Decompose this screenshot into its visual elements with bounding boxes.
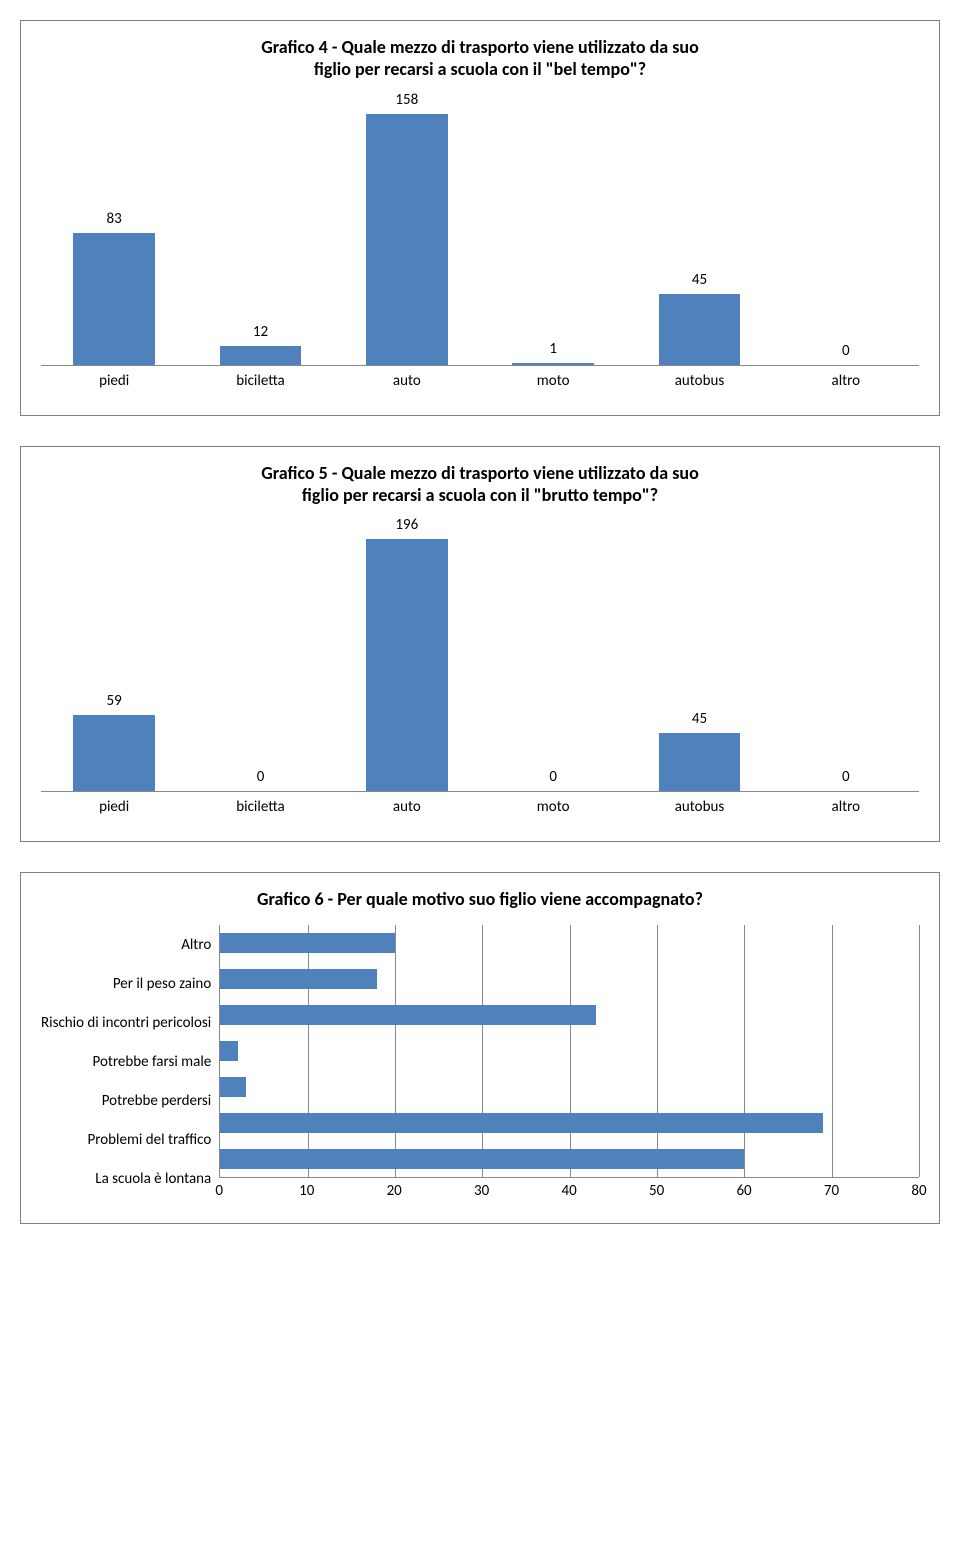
category-label: moto (480, 372, 626, 390)
x-tick-label: 50 (649, 1182, 664, 1200)
bar (220, 1077, 246, 1097)
bar-row (220, 1033, 919, 1069)
bar-value-label: 0 (257, 768, 265, 786)
bar (220, 1005, 596, 1025)
chart-4-title: Grafico 4 - Quale mezzo di trasporto vie… (41, 36, 919, 80)
category-label: moto (480, 798, 626, 816)
bar-row (220, 1141, 919, 1177)
bar-row (220, 997, 919, 1033)
category-label: autobus (626, 798, 772, 816)
bar-cell: 0 (773, 342, 919, 365)
bar-cell: 158 (334, 91, 480, 365)
bar-cell: 1 (480, 340, 626, 365)
category-label: altro (773, 372, 919, 390)
bar (220, 969, 377, 989)
bar-value-label: 196 (395, 516, 418, 534)
bar-value-label: 0 (842, 768, 850, 786)
gridline (919, 925, 920, 1177)
bar-row (220, 1069, 919, 1105)
chart-6-title: Grafico 6 - Per quale motivo suo figlio … (41, 888, 919, 910)
category-label: biciletta (187, 372, 333, 390)
bar-cell: 12 (187, 323, 333, 365)
bar (220, 1113, 823, 1133)
bar-value-label: 12 (253, 323, 268, 341)
bar (220, 1041, 237, 1061)
bar-cell: 0 (480, 768, 626, 791)
chart-5: Grafico 5 - Quale mezzo di trasporto vie… (20, 446, 940, 842)
bar (220, 346, 302, 365)
x-tick-label: 70 (824, 1182, 839, 1200)
x-tick-label: 0 (215, 1182, 223, 1200)
bar-row (220, 925, 919, 961)
bar (512, 363, 594, 365)
category-label: La scuola è lontana (41, 1161, 211, 1197)
x-tick-label: 20 (387, 1182, 402, 1200)
category-label: auto (334, 372, 480, 390)
bar (73, 715, 155, 791)
bar (220, 1149, 744, 1169)
category-label: piedi (41, 798, 187, 816)
bar-cell: 196 (334, 516, 480, 791)
bar-cell: 45 (626, 271, 772, 365)
category-label: Potrebbe farsi male (41, 1044, 211, 1080)
bar (659, 294, 741, 365)
category-label: Problemi del traffico (41, 1122, 211, 1158)
x-tick-label: 40 (562, 1182, 577, 1200)
bar-cell: 0 (773, 768, 919, 791)
bar-value-label: 158 (395, 91, 418, 109)
bar-cell: 45 (626, 710, 772, 791)
category-label: Potrebbe perdersi (41, 1083, 211, 1119)
x-tick-label: 10 (299, 1182, 314, 1200)
chart-4: Grafico 4 - Quale mezzo di trasporto vie… (20, 20, 940, 416)
category-label: altro (773, 798, 919, 816)
bar (73, 233, 155, 365)
category-label: Altro (41, 927, 211, 963)
bar (366, 114, 448, 365)
bar-cell: 59 (41, 692, 187, 791)
bar-value-label: 83 (107, 210, 122, 228)
bar-value-label: 0 (842, 342, 850, 360)
bar-value-label: 59 (107, 692, 122, 710)
bar-row (220, 961, 919, 997)
bar-value-label: 0 (549, 768, 557, 786)
category-label: piedi (41, 372, 187, 390)
category-label: biciletta (187, 798, 333, 816)
x-tick-label: 30 (474, 1182, 489, 1200)
x-tick-label: 60 (736, 1182, 751, 1200)
x-tick-label: 80 (911, 1182, 926, 1200)
chart-5-title: Grafico 5 - Quale mezzo di trasporto vie… (41, 462, 919, 506)
chart-4-plot: 83121581450 piedibicilettaautomotoautobu… (41, 95, 919, 390)
category-label: auto (334, 798, 480, 816)
bar-value-label: 1 (549, 340, 557, 358)
category-label: Rischio di incontri pericolosi (41, 1005, 211, 1041)
bar (366, 539, 448, 791)
bar (220, 933, 395, 953)
category-label: Per il peso zaino (41, 966, 211, 1002)
chart-6-plot: AltroPer il peso zainoRischio di incontr… (41, 925, 919, 1198)
bar (659, 733, 741, 791)
bar-row (220, 1105, 919, 1141)
bar-cell: 83 (41, 210, 187, 365)
bar-value-label: 45 (692, 710, 707, 728)
bar-cell: 0 (187, 768, 333, 791)
chart-6: Grafico 6 - Per quale motivo suo figlio … (20, 872, 940, 1224)
bar-value-label: 45 (692, 271, 707, 289)
category-label: autobus (626, 372, 772, 390)
chart-5-plot: 5901960450 piedibicilettaautomotoautobus… (41, 521, 919, 816)
